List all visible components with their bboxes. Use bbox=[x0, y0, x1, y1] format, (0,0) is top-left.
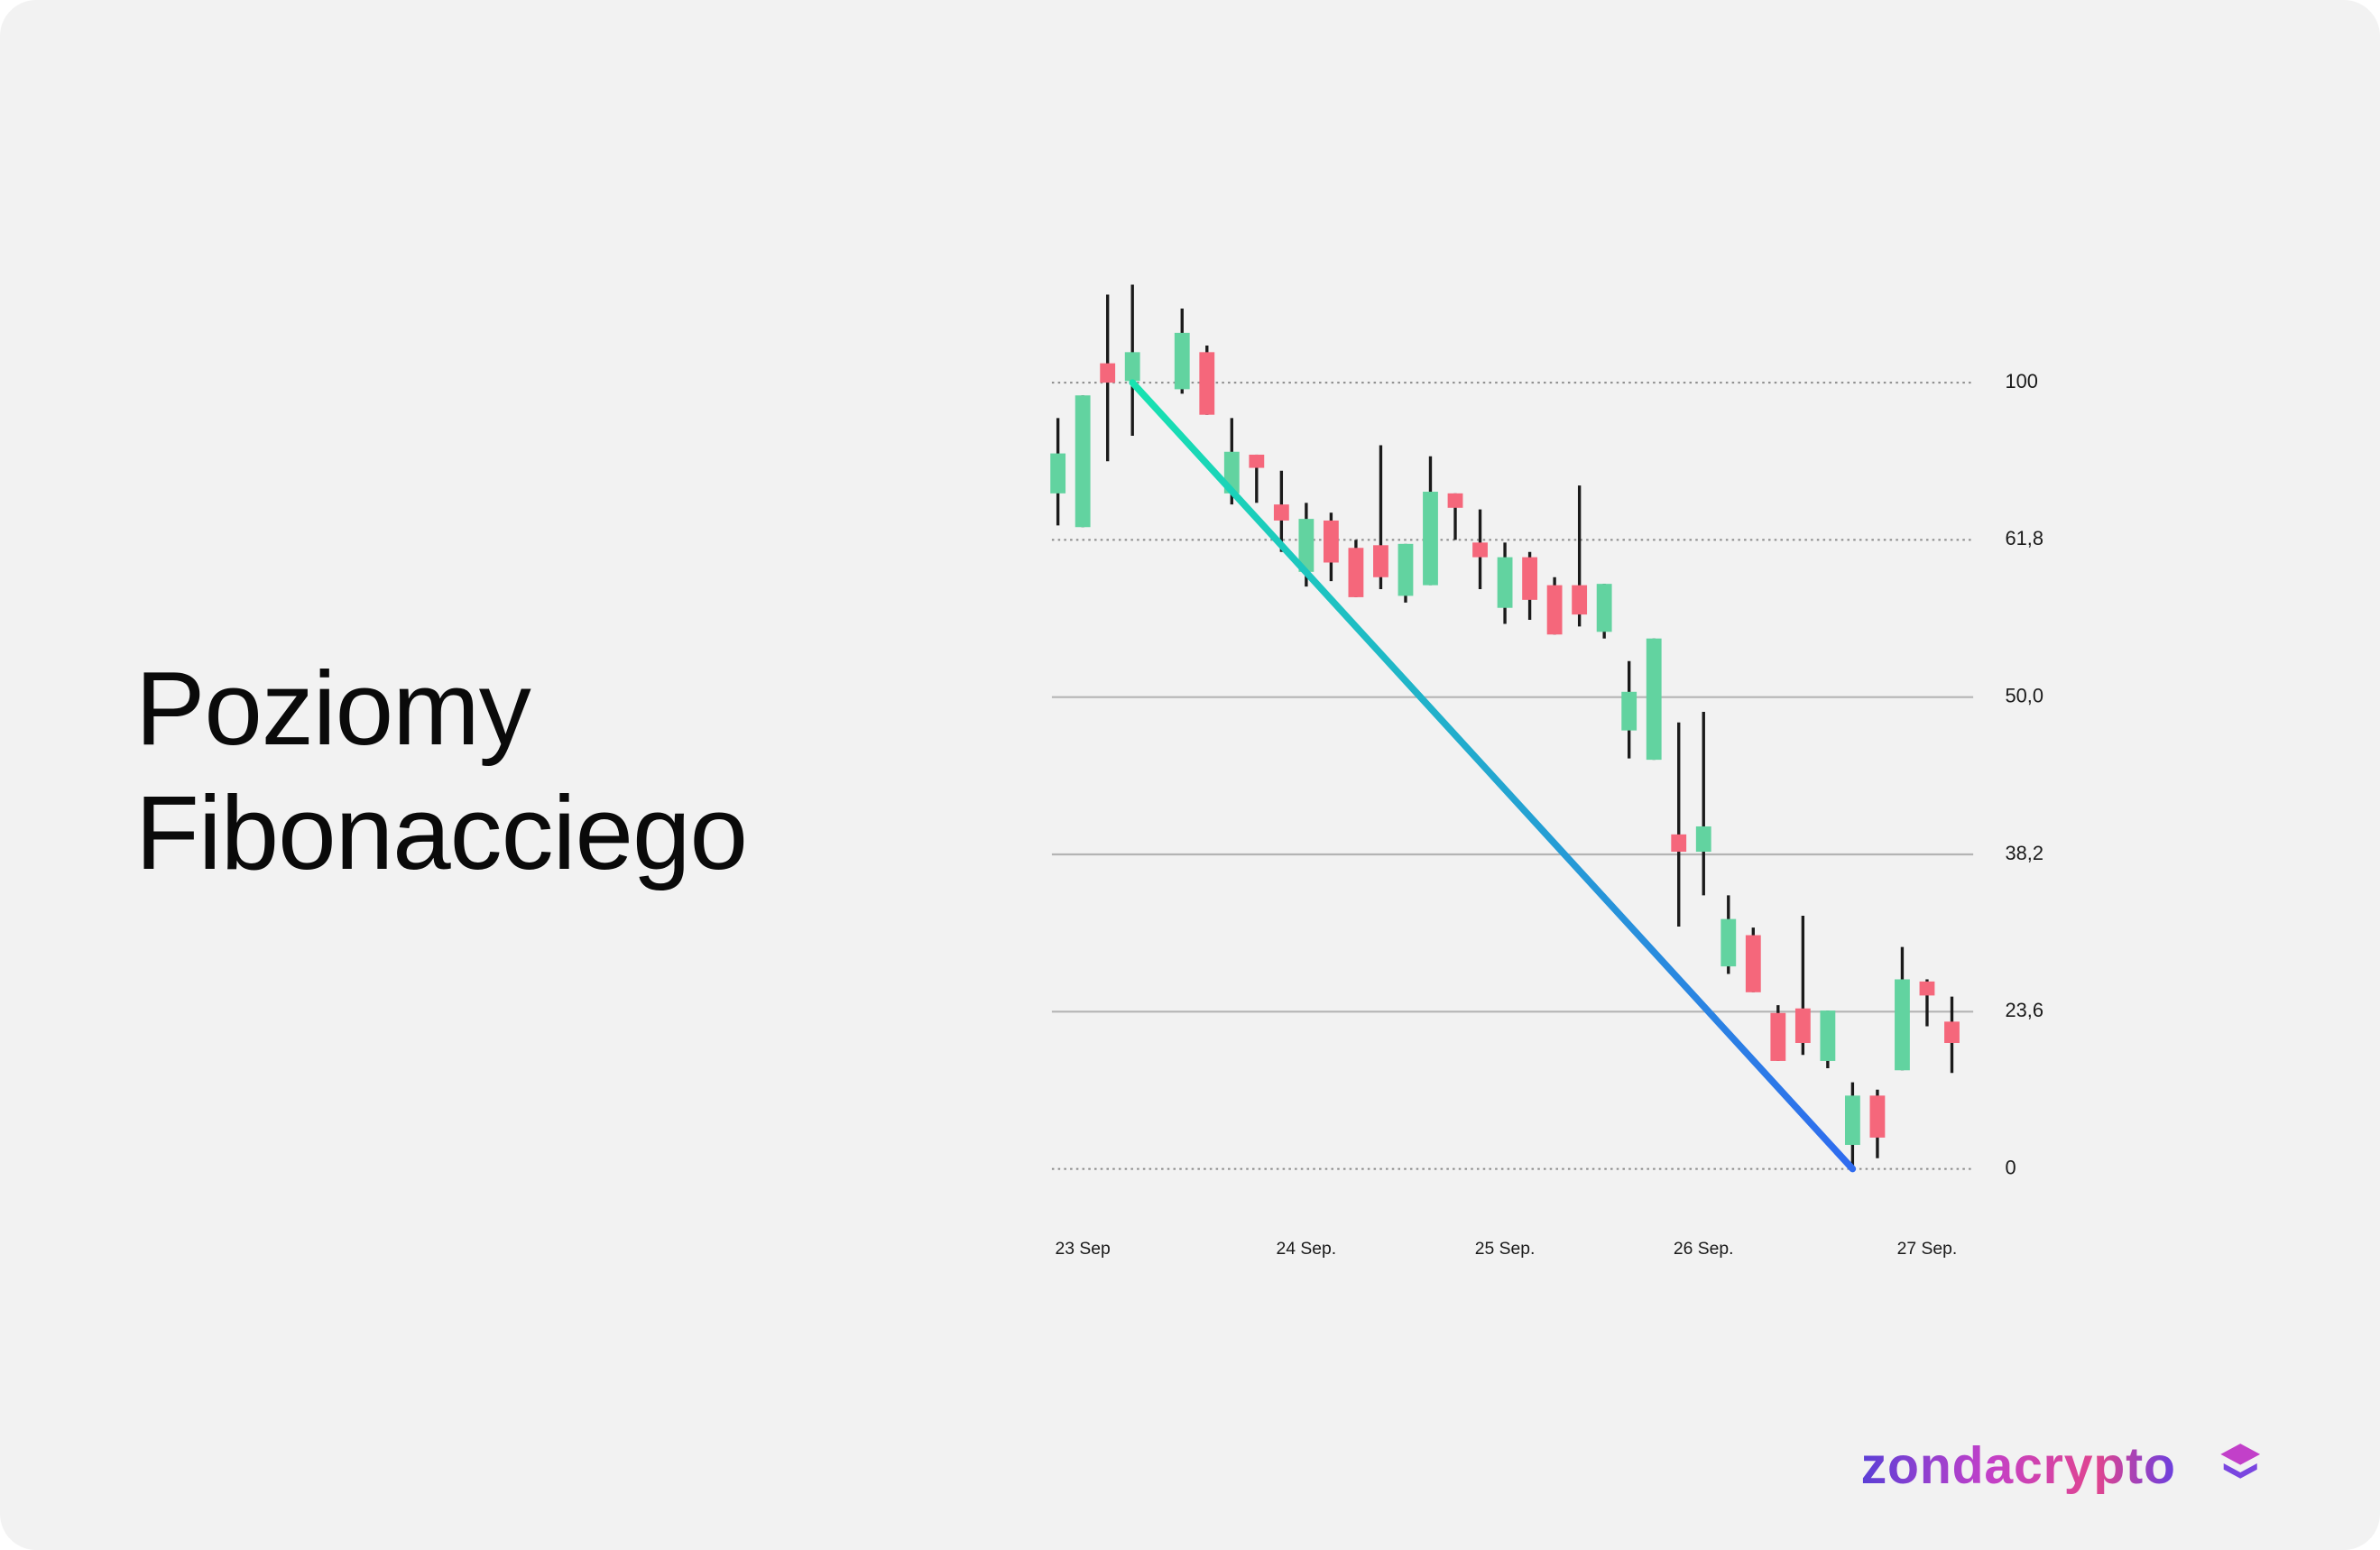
x-tick-label: 25 Sep. bbox=[1475, 1239, 1536, 1259]
candle-body bbox=[1770, 1012, 1786, 1061]
candle-body bbox=[1720, 918, 1737, 967]
candle-body bbox=[1671, 834, 1687, 853]
candle-body bbox=[1919, 981, 1935, 996]
y-tick-label: 100 bbox=[2005, 370, 2037, 392]
candle-body bbox=[1695, 826, 1711, 853]
candle-body bbox=[1100, 363, 1116, 383]
candle-body bbox=[1745, 935, 1761, 992]
candle-body bbox=[1273, 504, 1289, 521]
chart-title: Poziomy Fibonacciego bbox=[135, 650, 748, 891]
candle-body bbox=[1944, 1021, 1960, 1043]
candle-body bbox=[1497, 557, 1513, 608]
candle-body bbox=[1447, 493, 1463, 508]
candle-body bbox=[1572, 585, 1588, 615]
y-tick-label: 23,6 bbox=[2005, 999, 2043, 1021]
candle-body bbox=[1050, 453, 1066, 494]
candle-body bbox=[1895, 979, 1910, 1071]
candle-body bbox=[1323, 520, 1339, 563]
logo-text: zondacrypto bbox=[1861, 1437, 2176, 1495]
y-tick-label: 61,8 bbox=[2005, 527, 2043, 549]
candle-body bbox=[1075, 395, 1091, 528]
candle-body bbox=[1596, 584, 1612, 632]
candle-body bbox=[1373, 545, 1388, 577]
candle-body bbox=[1398, 543, 1414, 596]
candle-body bbox=[1348, 548, 1364, 597]
x-tick-label: 27 Sep. bbox=[1897, 1239, 1958, 1259]
candle-body bbox=[1621, 691, 1637, 731]
candle-body bbox=[1249, 454, 1265, 468]
logo: zondacrypto bbox=[1861, 1437, 2261, 1495]
x-tick-label: 23 Sep bbox=[1056, 1239, 1111, 1259]
x-tick-label: 26 Sep. bbox=[1674, 1239, 1734, 1259]
fib-line bbox=[1129, 379, 1857, 1173]
candle-body bbox=[1423, 492, 1438, 586]
logo-icon bbox=[2220, 1444, 2261, 1465]
y-tick-label: 50,0 bbox=[2005, 684, 2043, 706]
candle-body bbox=[1844, 1095, 1860, 1145]
candle-body bbox=[1124, 352, 1140, 382]
candle-body bbox=[1472, 542, 1488, 558]
candle-body bbox=[1298, 519, 1315, 572]
candle-body bbox=[1646, 638, 1662, 761]
x-tick-label: 24 Sep. bbox=[1277, 1239, 1337, 1259]
candle-body bbox=[1546, 585, 1563, 635]
y-tick-label: 38,2 bbox=[2005, 842, 2043, 864]
plot bbox=[1050, 284, 1960, 1169]
candle-body bbox=[1522, 557, 1537, 600]
candle-body bbox=[1794, 1008, 1811, 1043]
candle-body bbox=[1174, 332, 1190, 390]
y-tick-label: 0 bbox=[2005, 1156, 2016, 1178]
candle-body bbox=[1869, 1095, 1886, 1138]
candle-body bbox=[1820, 1010, 1836, 1061]
logo-icon bbox=[2223, 1462, 2257, 1479]
candle-body bbox=[1199, 352, 1215, 415]
